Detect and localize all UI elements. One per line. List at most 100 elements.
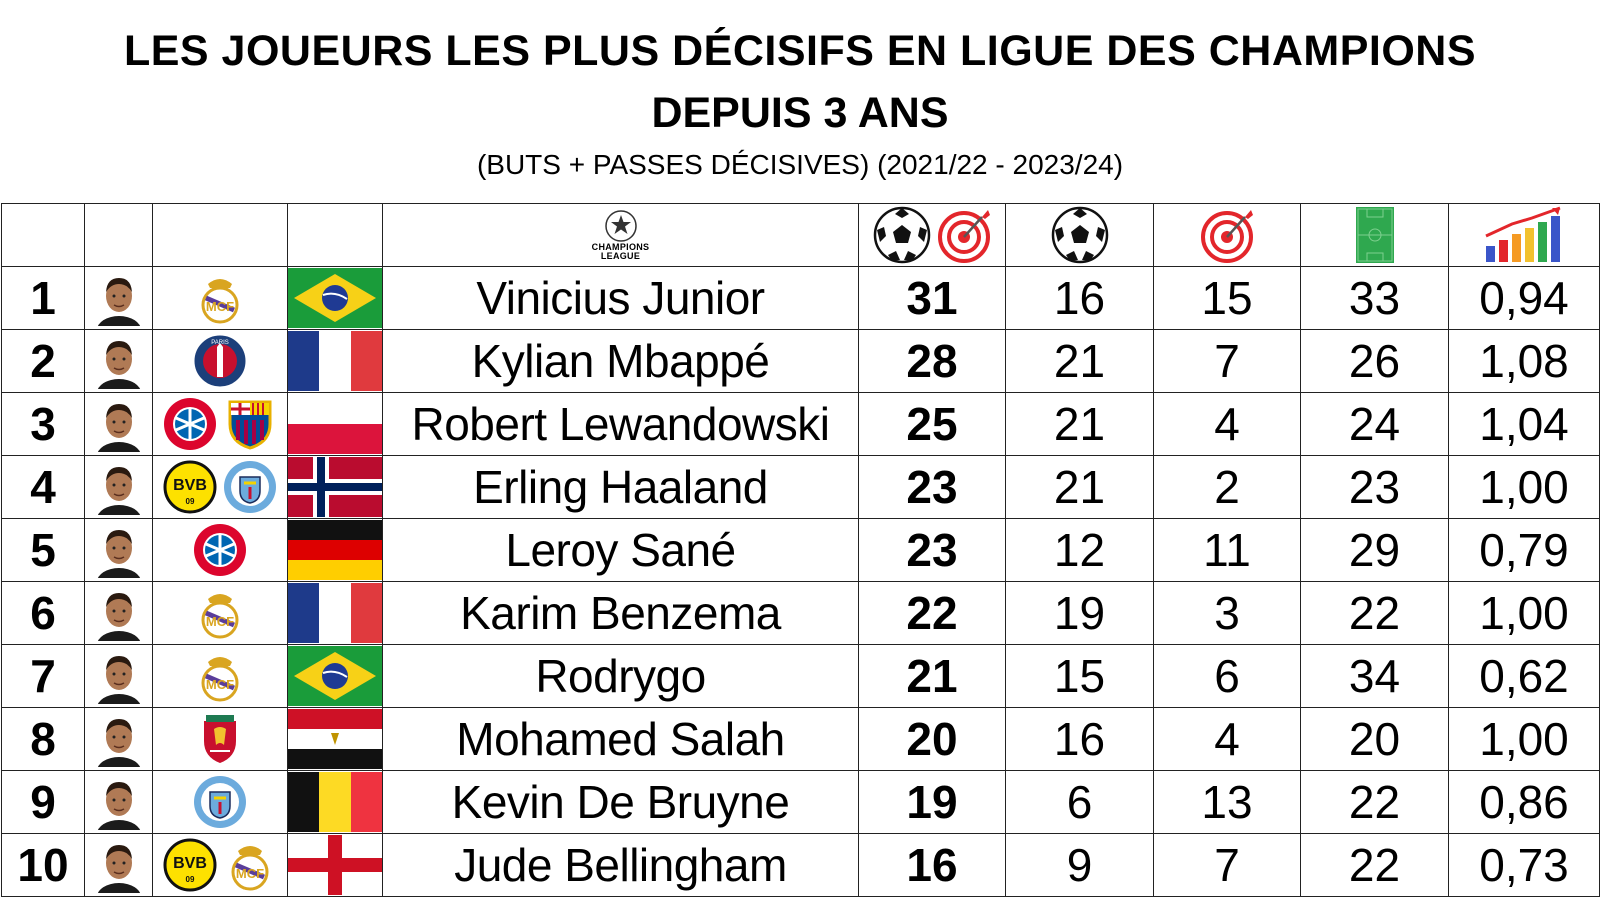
player-name: Leroy Sané [382,518,859,582]
assists-value: 4 [1153,392,1301,456]
bar-chart-icon [1485,206,1561,262]
player-name: Rodrygo [382,644,859,708]
svg-text:BVB: BVB [173,855,207,872]
flag-cell [287,392,383,456]
player-row: 6 MCF Karim Benzema 22 19 3 22 1,00 [1,581,1600,645]
rank-header [1,203,85,267]
rank: 10 [1,833,85,897]
ratio-value: 1,04 [1448,392,1600,456]
matches-value: 26 [1300,329,1449,393]
flag-cell [287,581,383,645]
total-value: 23 [858,455,1006,519]
assists-value: 13 [1153,770,1301,834]
total-value: 28 [858,329,1006,393]
belgium-flag-icon [288,772,382,832]
photo-cell [84,266,153,330]
svg-text:09: 09 [186,875,195,884]
player-name: Erling Haaland [382,455,859,519]
player-name: Kevin De Bruyne [382,770,859,834]
norway-flag-icon [288,457,382,517]
player-photo [97,593,140,641]
assists-header [1153,203,1301,267]
player-name: Jude Bellingham [382,833,859,897]
ratio-value: 0,62 [1448,644,1600,708]
player-row: 5 Leroy Sané 23 12 11 29 0,79 [1,518,1600,582]
player-photo [97,278,140,326]
champions-league-logo-text: CHAMPIONS LEAGUE [591,242,650,261]
bayern-munchen-crest-icon [194,524,246,576]
club-cell: BVB 09 MCF [152,833,288,897]
rank: 3 [1,392,85,456]
rank: 6 [1,581,85,645]
club-cell: MCF [152,581,288,645]
real-madrid-crest-icon: MCF [201,657,239,702]
assists-value: 11 [1153,518,1301,582]
fc-barcelona-crest-icon [228,400,272,450]
assists-value: 3 [1153,581,1301,645]
rank: 1 [1,266,85,330]
club-cell: MCF [152,266,288,330]
photo-cell [84,581,153,645]
photo-header [84,203,153,267]
total-value: 21 [858,644,1006,708]
total-value: 31 [858,266,1006,330]
matches-value: 22 [1300,833,1449,897]
player-photo [97,719,140,767]
club-cell [152,770,288,834]
svg-text:PARIS: PARIS [211,340,229,346]
total-value: 16 [858,833,1006,897]
player-row: 9 Kevin De Bruyne 19 6 13 22 0,86 [1,770,1600,834]
player-name: Karim Benzema [382,581,859,645]
club-cell: MCF [152,644,288,708]
manchester-city-crest-icon [194,776,246,828]
england-flag-icon [288,835,382,895]
player-header: CHAMPIONS LEAGUE [382,203,859,267]
flag-cell [287,644,383,708]
goals-value: 21 [1005,392,1154,456]
psg-crest-icon: PARIS [193,334,247,388]
player-photo [97,656,140,704]
flag-cell [287,266,383,330]
player-photo [97,845,140,893]
real-madrid-crest-icon: MCF [201,279,239,324]
brazil-flag-icon [288,646,382,706]
matches-value: 24 [1300,392,1449,456]
ball-icon [1051,206,1108,264]
photo-cell [84,392,153,456]
goals-value: 6 [1005,770,1154,834]
player-photo [97,467,140,515]
france-flag-icon [288,583,382,643]
assists-value: 6 [1153,644,1301,708]
club-header [152,203,288,267]
rank: 5 [1,518,85,582]
assists-value: 4 [1153,707,1301,771]
ratio-value: 0,94 [1448,266,1600,330]
subtitle: (BUTS + PASSES DÉCISIVES) (2021/22 - 202… [476,149,1124,180]
player-name: Vinicius Junior [382,266,859,330]
header: LES JOUEURS LES PLUS DÉCISIFS EN LIGUE D… [0,0,1600,204]
assists-value: 15 [1153,266,1301,330]
player-row: 4 BVB 09 Erling Haaland 23 21 2 23 1,00 [1,455,1600,519]
club-cell [152,392,288,456]
manchester-city-crest-icon [224,461,276,513]
photo-cell [84,644,153,708]
poland-flag-icon [288,394,382,454]
club-cell: BVB 09 [152,455,288,519]
total-value: 20 [858,707,1006,771]
matches-value: 22 [1300,581,1449,645]
ratio-value: 1,00 [1448,581,1600,645]
matches-header [1300,203,1449,267]
svg-text:MCF: MCF [206,677,234,692]
matches-value: 34 [1300,644,1449,708]
player-name: Kylian Mbappé [382,329,859,393]
goals-value: 16 [1005,707,1154,771]
matches-value: 29 [1300,518,1449,582]
brazil-flag-icon [288,268,382,328]
matches-value: 33 [1300,266,1449,330]
ball-icon [873,206,931,264]
goals-value: 21 [1005,329,1154,393]
goals-value: 12 [1005,518,1154,582]
flag-cell [287,770,383,834]
germany-flag-icon [288,520,382,580]
rank: 7 [1,644,85,708]
